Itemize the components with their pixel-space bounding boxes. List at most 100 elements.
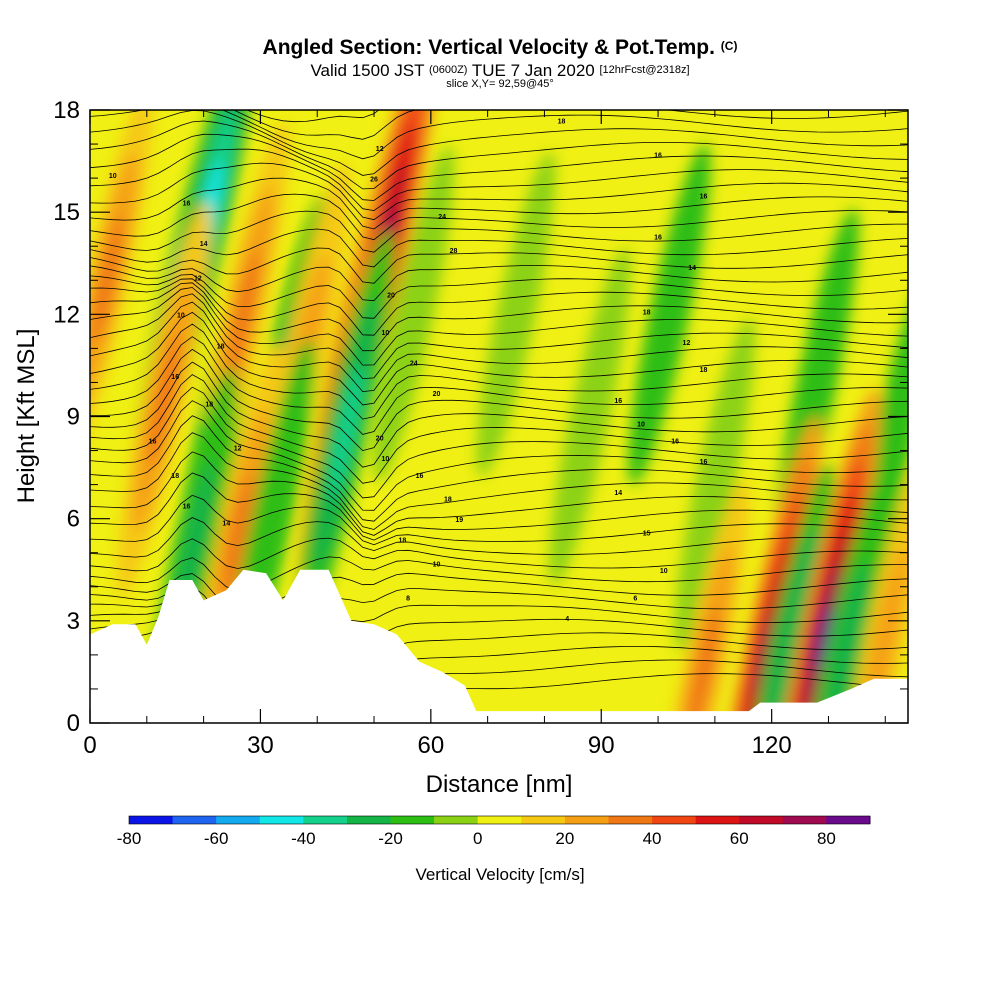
theta-contour [90,517,908,558]
theta-contour [90,133,908,201]
theta-label: 14 [222,520,230,527]
colorbar-tick-label: 60 [730,829,749,848]
velocity-band [227,250,260,379]
colorbar-swatch [739,816,784,824]
velocity-band [373,146,455,483]
theta-contour [90,228,908,268]
theta-label: 12 [194,275,202,282]
theta-label: 16 [416,473,424,480]
colorbar-swatch [216,816,261,824]
velocity-band [249,428,294,609]
theta-contour [90,323,908,420]
x-tick-label: 0 [83,732,96,759]
theta-contour [90,293,908,380]
theta-label: 14 [200,241,208,248]
theta-label: 10 [381,330,389,337]
velocity-band [628,143,711,485]
colorbar-swatch [477,816,522,824]
theta-contour [90,29,908,59]
theta-label: 19 [455,517,463,524]
theta-label: 18 [399,538,407,545]
valid-zulu: (0600Z) [428,64,468,76]
theta-label: 24 [410,360,418,367]
theta-contour [90,537,908,572]
velocity-band [772,590,805,719]
colorbar-swatch [390,816,435,824]
theta-contour [90,287,908,366]
chart-subtitle: Valid 1500 JST (0600Z) TUE 7 Jan 2020 [1… [0,61,1000,81]
colorbar-tick-label: -80 [117,829,142,848]
theta-contour [90,311,908,406]
colorbar-swatch [564,816,609,824]
theta-labels: 10 16 14 12 10 18 16 18 12 16 18 16 14 12 26 24 28 20 10 24… [109,119,708,623]
y-tick-label: 6 [67,506,80,533]
colorbar-swatch [129,816,174,824]
x-axis-label: Distance [nm] [426,771,573,798]
colorbar-swatch [259,816,304,824]
theta-contour [90,361,908,468]
theta-contour [90,400,908,511]
theta-contour [90,56,908,92]
theta-contour [90,494,908,546]
velocity-field [90,110,908,723]
velocity-cell [90,110,153,473]
velocity-band [549,248,631,585]
colorbar-label: Vertical Velocity [cm/s] [415,865,584,884]
theta-contour [90,336,908,435]
x-tick-label: 30 [247,732,274,759]
theta-contour [90,148,908,212]
theta-label: 10 [433,561,441,568]
theta-label: 18 [700,367,708,374]
y-tick-label: 15 [53,199,80,226]
theta-label: 18 [217,343,225,350]
theta-label: 18 [558,119,566,126]
theta-label: 16 [171,374,179,381]
theta-contour [90,71,908,108]
theta-label: 14 [688,265,696,272]
theta-label: 26 [370,177,378,184]
theta-label: 12 [683,340,691,347]
velocity-band [147,333,181,466]
theta-label: 6 [633,595,637,602]
theta-label: 16 [700,459,708,466]
velocity-cell [476,151,556,477]
theta-label: 20 [387,292,395,299]
title-main: Angled Section: Vertical Velocity & Pot.… [262,36,715,59]
theta-label: 16 [183,503,191,510]
theta-label: 18 [444,497,452,504]
velocity-cell [373,146,455,483]
theta-contour [90,301,908,393]
theta-label: 10 [381,456,389,463]
velocity-band [476,151,556,477]
forecast-info: [12hrFcst@2318z] [599,64,690,76]
colorbar-swatch [782,816,827,824]
colorbar-swatch [652,816,697,824]
theta-contour [90,110,908,160]
theta-contour [90,110,908,176]
theta-contour [90,282,908,352]
valid-date: TUE 7 Jan 2020 [471,61,595,80]
y-tick-label: 3 [67,608,80,635]
theta-label: 18 [643,309,651,316]
x-tick-label: 90 [588,732,615,759]
colorbar-tick-label: 40 [643,829,662,848]
velocity-cell [628,143,711,485]
valid-time: Valid 1500 JST [310,61,425,80]
x-tick-label: 60 [417,732,444,759]
colorbar: -80 -60 -40 -20 0 20 40 60 80 [117,815,871,848]
y-tick-label: 9 [67,404,80,431]
colorbar-tick-label: 80 [817,829,836,848]
axes: 0 30 60 90 120 0 3 6 9 12 15 18 [53,97,908,759]
colorbar-tick-label: -60 [204,829,229,848]
theta-contour [90,556,908,591]
velocity-cell [549,248,631,585]
theta-contour [90,472,908,541]
theta-label: 8 [406,595,410,602]
theta-contour [90,41,908,75]
colorbar-tick-label: 20 [555,829,574,848]
theta-contour [90,120,908,190]
y-tick-label: 12 [53,301,80,328]
y-tick-label: 18 [53,97,80,124]
theta-label: 16 [671,439,679,446]
